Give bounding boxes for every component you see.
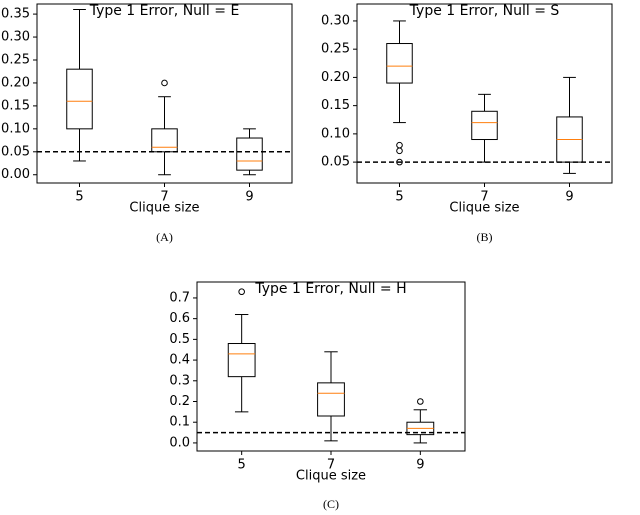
y-tick-label: 0.6 bbox=[169, 311, 190, 326]
outlier bbox=[396, 147, 403, 155]
y-tick-label: 0.35 bbox=[1, 7, 30, 22]
x-tick-label: 5 bbox=[75, 190, 83, 205]
y-tick-label: 0.4 bbox=[169, 353, 190, 368]
x-tick-label: 9 bbox=[565, 190, 573, 205]
y-tick-label: 0.00 bbox=[1, 167, 30, 182]
y-tick-label: 0.7 bbox=[169, 290, 190, 305]
box bbox=[471, 110, 498, 141]
box bbox=[236, 137, 263, 171]
plot-frame bbox=[356, 3, 613, 184]
y-tick-label: 0.3 bbox=[169, 373, 190, 388]
y-tick-label: 0.0 bbox=[169, 435, 190, 450]
y-tick-label: 0.10 bbox=[321, 126, 350, 141]
y-tick-label: 0.10 bbox=[1, 121, 30, 136]
chart-title: Type 1 Error, Null = E bbox=[89, 3, 240, 19]
box bbox=[317, 382, 345, 417]
outlier bbox=[396, 141, 403, 149]
x-tick-label: 9 bbox=[416, 458, 424, 473]
box bbox=[151, 128, 178, 153]
chart-title: Type 1 Error, Null = H bbox=[254, 281, 406, 297]
y-tick-label: 0.20 bbox=[321, 70, 350, 85]
x-axis-label: Clique size bbox=[449, 201, 519, 216]
outlier bbox=[238, 288, 245, 296]
y-tick-label: 0.30 bbox=[1, 30, 30, 45]
caption: (B) bbox=[477, 230, 493, 244]
x-tick-label: 9 bbox=[245, 190, 253, 205]
chart-title: Type 1 Error, Null = S bbox=[409, 3, 560, 19]
x-axis-label: Clique size bbox=[129, 201, 199, 216]
box bbox=[386, 43, 413, 84]
y-tick-label: 0.25 bbox=[321, 42, 350, 57]
y-tick-label: 0.15 bbox=[1, 98, 30, 113]
box bbox=[66, 68, 93, 130]
y-tick-label: 0.5 bbox=[169, 332, 190, 347]
x-tick-label: 5 bbox=[395, 190, 403, 205]
plot-frame bbox=[36, 3, 293, 184]
x-tick-label: 7 bbox=[160, 190, 168, 205]
y-tick-label: 0.1 bbox=[169, 415, 190, 430]
x-tick-label: 7 bbox=[327, 458, 335, 473]
y-tick-label: 0.25 bbox=[1, 52, 30, 67]
box bbox=[227, 343, 256, 378]
y-tick-label: 0.30 bbox=[321, 13, 350, 28]
outlier bbox=[161, 79, 168, 87]
y-tick-label: 0.15 bbox=[321, 98, 350, 113]
outlier bbox=[417, 398, 424, 405]
y-tick-label: 0.05 bbox=[321, 155, 350, 170]
x-tick-label: 5 bbox=[238, 458, 246, 473]
x-axis-label: Clique size bbox=[296, 469, 366, 484]
outlier bbox=[396, 158, 403, 166]
y-tick-label: 0.20 bbox=[1, 75, 30, 90]
y-tick-label: 0.2 bbox=[169, 394, 190, 409]
caption: (C) bbox=[323, 497, 339, 511]
x-tick-label: 7 bbox=[480, 190, 488, 205]
plot-frame bbox=[196, 281, 466, 452]
caption: (A) bbox=[156, 230, 173, 244]
y-tick-label: 0.05 bbox=[1, 144, 30, 159]
